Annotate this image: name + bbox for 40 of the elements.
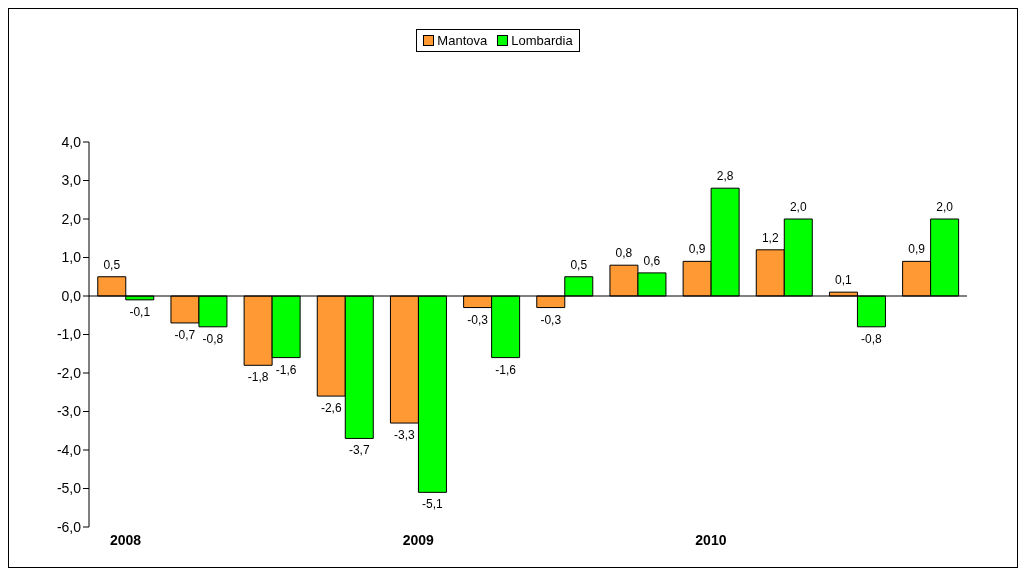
data-label: -0,7 xyxy=(174,327,196,342)
y-tick-label: -4,0 xyxy=(56,441,82,458)
y-tick-label: -5,0 xyxy=(56,480,82,497)
y-tick-label: -6,0 xyxy=(56,518,82,535)
data-label: -5,1 xyxy=(422,497,444,512)
y-tick-label: -2,0 xyxy=(56,364,82,381)
y-tick-label: 4,0 xyxy=(61,133,82,150)
data-label: 0,1 xyxy=(835,273,853,288)
data-label: -0,8 xyxy=(202,331,224,346)
x-tick-label: 2009 xyxy=(402,531,435,548)
data-label: -3,3 xyxy=(394,428,416,443)
data-label: -2,6 xyxy=(320,401,342,416)
data-label: -3,7 xyxy=(348,443,370,458)
data-label: 2,0 xyxy=(936,200,954,214)
x-tick-label: 2008 xyxy=(110,531,142,548)
data-label: 0,9 xyxy=(908,242,926,257)
data-label: -0,8 xyxy=(861,331,883,346)
data-label: 2,0 xyxy=(789,200,807,214)
y-tick-label: 3,0 xyxy=(61,172,82,189)
y-tick-label: 2,0 xyxy=(61,210,82,227)
data-label: 1,2 xyxy=(761,230,779,245)
data-label: -1,8 xyxy=(247,370,269,385)
data-label: -1,6 xyxy=(495,362,517,377)
data-label: 0,5 xyxy=(570,257,588,272)
y-tick-label: -1,0 xyxy=(56,326,82,343)
data-label: 2,8 xyxy=(716,169,734,184)
data-label: -0,3 xyxy=(467,312,489,327)
data-label: 0,8 xyxy=(615,246,633,261)
legend-label: Mantova xyxy=(436,33,488,48)
data-label: 0,5 xyxy=(103,257,121,272)
y-tick-label: 0,0 xyxy=(61,287,82,304)
data-label: 0,9 xyxy=(688,242,706,257)
y-tick-label: -3,0 xyxy=(56,403,82,420)
data-label: 0,6 xyxy=(643,253,661,268)
data-label: -1,6 xyxy=(275,362,297,377)
data-label: -0,3 xyxy=(540,312,562,327)
y-tick-label: 1,0 xyxy=(61,249,82,266)
data-label: -0,1 xyxy=(129,304,151,319)
legend-label: Lombardia xyxy=(510,33,573,48)
x-tick-label: 2010 xyxy=(695,531,727,548)
